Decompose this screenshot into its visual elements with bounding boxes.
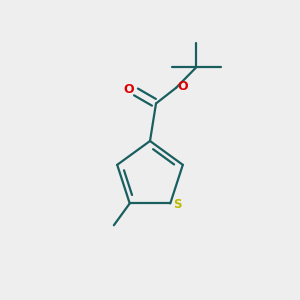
Text: S: S: [173, 198, 182, 212]
Text: O: O: [123, 83, 134, 96]
Text: O: O: [177, 80, 188, 93]
